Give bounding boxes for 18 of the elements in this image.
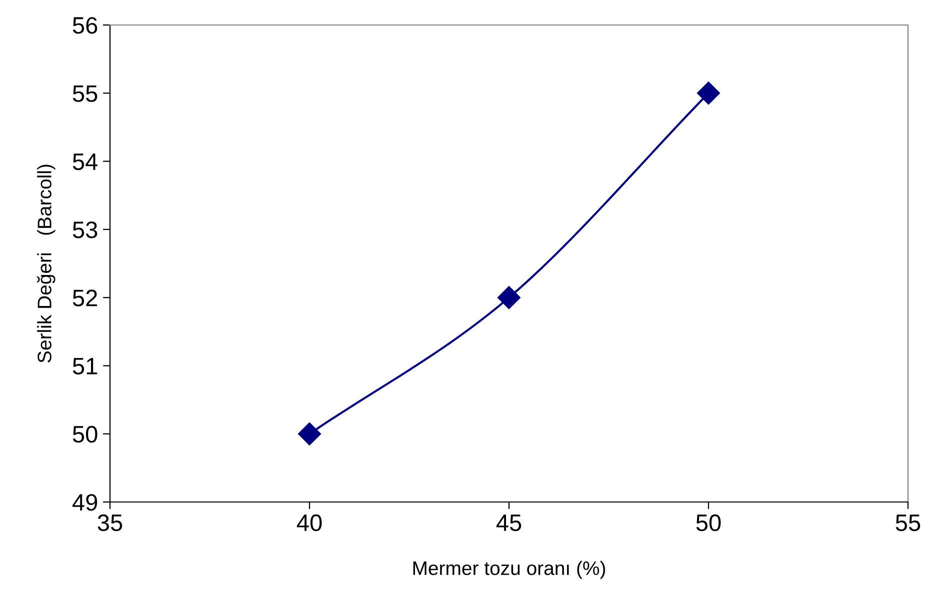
y-tick-label: 50 xyxy=(72,426,98,443)
x-tick-label: 55 xyxy=(896,514,920,532)
y-tick-label: 51 xyxy=(72,358,98,374)
point xyxy=(697,82,720,105)
y-tick-label: 55 xyxy=(72,85,98,102)
x-tick-label: 40 xyxy=(296,514,322,532)
x-tick-label: 50 xyxy=(696,514,721,532)
point xyxy=(498,286,520,310)
x-tick-label: 35 xyxy=(98,514,122,532)
y-tick-label: 53 xyxy=(72,221,98,238)
y-tick-label: 54 xyxy=(72,154,98,170)
point xyxy=(298,422,321,446)
y-tick-label: 56 xyxy=(72,17,98,34)
y-tick-label: 52 xyxy=(72,290,98,306)
y-axis-title: Serlik Değeri (Barcoll) xyxy=(36,164,56,363)
x-tick-label: 45 xyxy=(496,514,522,532)
y-tick-label: 49 xyxy=(72,494,98,511)
x-axis-title: Mermer tozu oranı (%) xyxy=(413,560,606,579)
